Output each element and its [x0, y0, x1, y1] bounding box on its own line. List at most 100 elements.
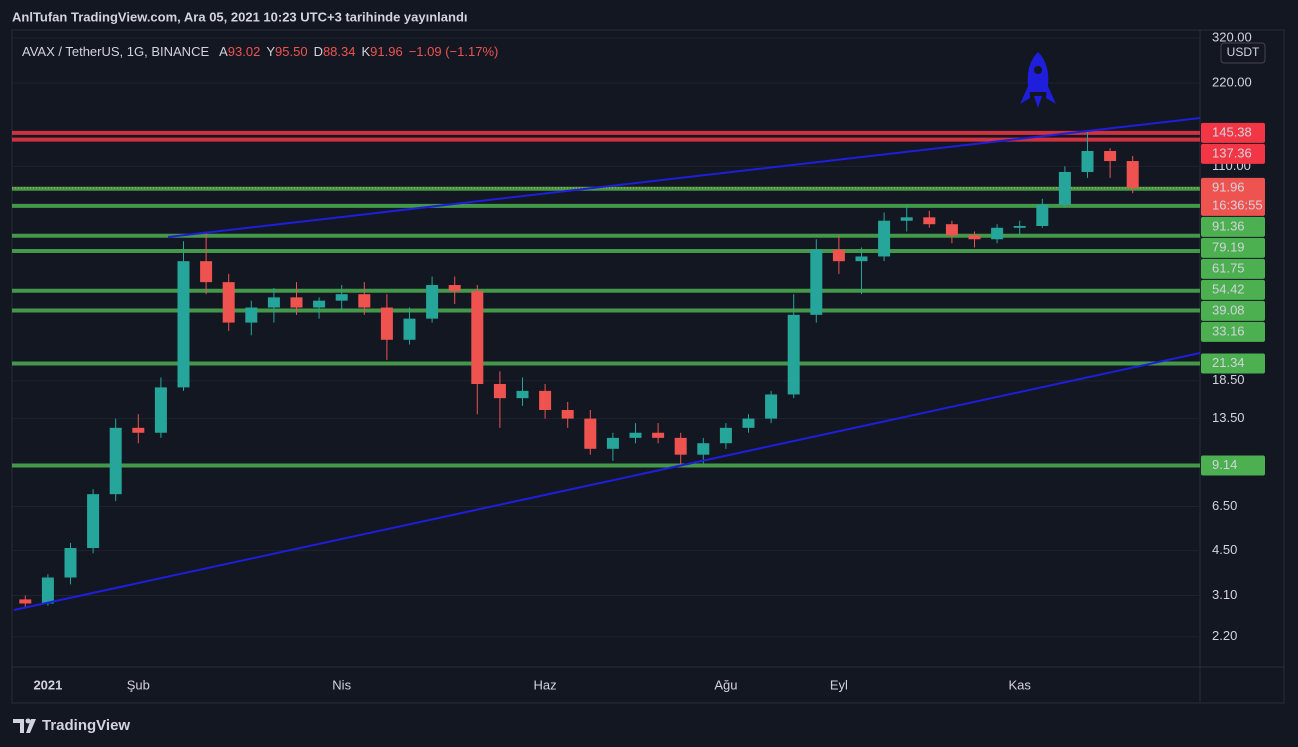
chart-panel: [11, 29, 1285, 704]
price-label: 91.36: [1212, 218, 1245, 233]
candle-body: [561, 409, 574, 419]
price-label-box: [1201, 122, 1265, 143]
y-tick-label: 13.50: [1212, 410, 1245, 425]
price-label: 79.19: [1212, 239, 1245, 254]
candle-body: [1058, 171, 1071, 205]
price-label: 61.75: [1212, 260, 1245, 275]
x-tick-label: 2021: [33, 677, 62, 692]
price-label: 145.38: [1212, 124, 1252, 139]
x-tick-label: Nis: [332, 677, 351, 692]
candle-body: [426, 285, 439, 319]
y-tick-label: 18.50: [1212, 372, 1245, 387]
x-tick-label: Ağu: [714, 677, 737, 692]
candle-body: [471, 291, 484, 385]
price-label: 9.14: [1212, 457, 1237, 472]
x-tick-label: Eyl: [830, 677, 848, 692]
price-label: 54.42: [1212, 281, 1245, 296]
price-label-box: [1201, 300, 1265, 321]
candle-body: [109, 427, 122, 495]
price-label: 91.96: [1212, 179, 1245, 194]
brand-logo: [13, 718, 36, 733]
candle-body: [222, 282, 235, 323]
price-label: 39.08: [1212, 302, 1245, 317]
price-label-box: [1201, 455, 1265, 476]
y-tick-label: 6.50: [1212, 498, 1237, 513]
candle-body: [765, 394, 778, 419]
currency-badge: [1220, 42, 1266, 64]
y-tick-label: 320.00: [1212, 29, 1252, 44]
candle-body: [335, 294, 348, 301]
legend: AVAX / TetherUS, 1G, BINANCE A93.02 Y95.50…: [22, 44, 498, 59]
candle-body: [832, 249, 845, 262]
rocket-icon: [1020, 52, 1056, 108]
candle-body: [290, 297, 303, 308]
candle-body: [606, 437, 619, 449]
candle-body: [41, 577, 54, 604]
candle-body: [245, 307, 258, 323]
price-label: 33.16: [1212, 323, 1245, 338]
candle-body: [652, 432, 665, 438]
price-label-box: [1201, 237, 1265, 258]
x-tick-label: Kas: [1008, 677, 1031, 692]
price-label: 21.34: [1212, 355, 1245, 370]
candle-body: [991, 227, 1004, 240]
y-tick-label: 2.20: [1212, 628, 1237, 643]
candle-body: [177, 261, 190, 388]
candle-body: [945, 224, 958, 236]
candle-body: [380, 307, 393, 340]
x-tick-label: Şub: [127, 677, 150, 692]
price-label-box: [1201, 216, 1265, 237]
candle-body: [1013, 225, 1026, 228]
candle-body: [132, 427, 145, 433]
price-label-box: [1201, 353, 1265, 374]
candle-body: [19, 599, 32, 604]
candle-body: [1126, 161, 1139, 188]
price-label-box: [1201, 143, 1265, 164]
plot: [12, 37, 1200, 638]
price-label-box: [1201, 177, 1265, 216]
candle-body: [87, 494, 100, 549]
candle-body: [64, 548, 77, 578]
candle-body: [787, 314, 800, 395]
candle-body: [448, 285, 461, 292]
y-tick-label: 4.50: [1212, 542, 1237, 557]
candle-body: [313, 300, 326, 308]
candle-body: [1081, 151, 1094, 172]
candle-body: [154, 387, 167, 433]
price-label: 137.36: [1212, 145, 1252, 160]
brand-name: TradingView: [42, 717, 130, 734]
candle-body: [403, 318, 416, 340]
y-tick-label: 3.10: [1212, 587, 1237, 602]
candle-body: [878, 220, 891, 257]
x-tick-label: Haz: [534, 677, 557, 692]
candle-body: [674, 437, 687, 455]
price-label: 16:36:55: [1212, 197, 1263, 212]
candle-body: [584, 418, 597, 449]
candle-body: [968, 235, 981, 240]
publish-header: AnlTufan TradingView.com, Ara 05, 2021 1…: [12, 9, 468, 24]
candle-body: [742, 418, 755, 428]
candle-body: [719, 427, 732, 444]
candle-body: [629, 432, 642, 438]
candle-body: [1104, 151, 1117, 162]
candle-body: [697, 443, 710, 455]
price-label-box: [1201, 279, 1265, 300]
candle-body: [855, 256, 868, 262]
y-tick-label: 220.00: [1212, 74, 1252, 89]
trend-line: [13, 352, 1201, 611]
trend-line: [167, 117, 1201, 238]
price-label-box: [1201, 258, 1265, 279]
candle-body: [358, 294, 371, 308]
candle-body: [1036, 204, 1049, 226]
candle-body: [200, 261, 213, 283]
candle-body: [516, 390, 529, 399]
candle-body: [810, 249, 823, 315]
price-label-box: [1201, 321, 1265, 342]
candle-body: [923, 217, 936, 225]
candle-body: [267, 297, 280, 308]
candle-body: [493, 384, 506, 399]
candle-body: [900, 217, 913, 221]
currency-label: USDT: [1227, 45, 1260, 59]
candle-body: [539, 390, 552, 410]
